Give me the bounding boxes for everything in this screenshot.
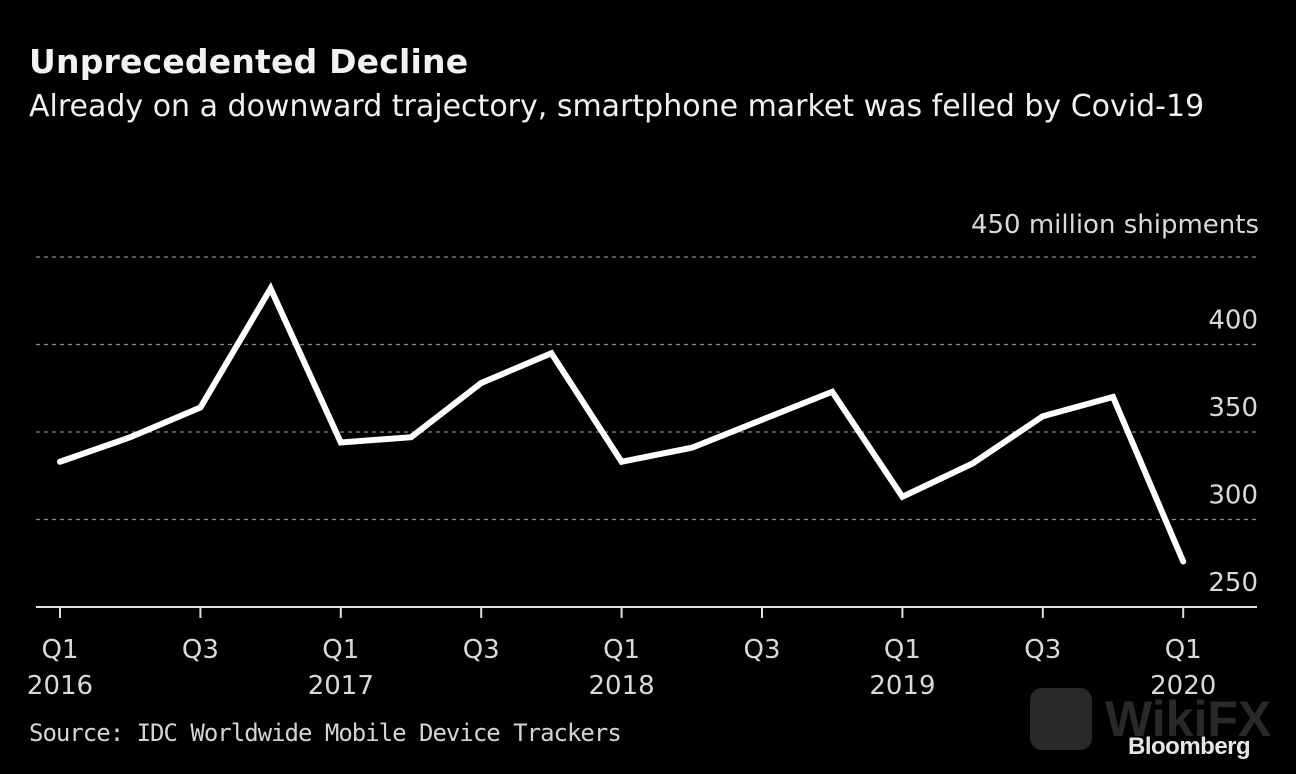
source-note: Source: IDC Worldwide Mobile Device Trac… (29, 719, 622, 747)
x-axis: Q1 2016 Q3 Q1 2017 Q3 Q1 2018 Q3 Q1 2019 Q3 Q1 2020 (27, 606, 1257, 701)
x-tick-label-quarter: Q1 (322, 635, 359, 665)
chart-title: Unprecedented Decline (29, 42, 469, 81)
y-axis-unit-label: 450 million shipments (970, 210, 1259, 240)
series-lines (57, 282, 1187, 565)
x-tick-label-quarter: Q3 (463, 635, 500, 665)
x-tick-label-quarter: Q3 (743, 635, 780, 665)
bloomberg-logo: Bloomberg (1128, 733, 1251, 760)
gridlines (36, 256, 1257, 521)
y-tick-label: 350 (1208, 393, 1258, 423)
x-tick-label-quarter: Q1 (41, 635, 78, 665)
x-tick-label-year: 2019 (869, 671, 935, 701)
x-tick-label-year: 2018 (589, 671, 655, 701)
y-tick-label: 300 (1208, 481, 1258, 511)
x-tick-label-quarter: Q3 (182, 635, 219, 665)
x-tick-label-quarter: Q1 (603, 635, 640, 665)
x-tick-label-quarter: Q3 (1024, 635, 1061, 665)
watermark-text: WikiFX (1105, 691, 1272, 747)
chart-subtitle: Already on a downward trajectory, smartp… (29, 89, 1205, 124)
x-tick-label-year: 2016 (27, 671, 93, 701)
watermark: WikiFX (1030, 688, 1272, 758)
watermark-logo-icon (1030, 688, 1092, 750)
y-axis-ticks: 250 300 350 400 (1208, 306, 1258, 599)
x-tick-label-quarter: Q1 (884, 635, 921, 665)
y-tick-label: 400 (1208, 306, 1258, 336)
x-tick-label-year: 2020 (1150, 671, 1216, 701)
y-tick-label: 250 (1208, 568, 1258, 598)
series-line (57, 282, 1187, 565)
x-tick-label-quarter: Q1 (1165, 635, 1202, 665)
x-tick-label-year: 2017 (308, 671, 374, 701)
